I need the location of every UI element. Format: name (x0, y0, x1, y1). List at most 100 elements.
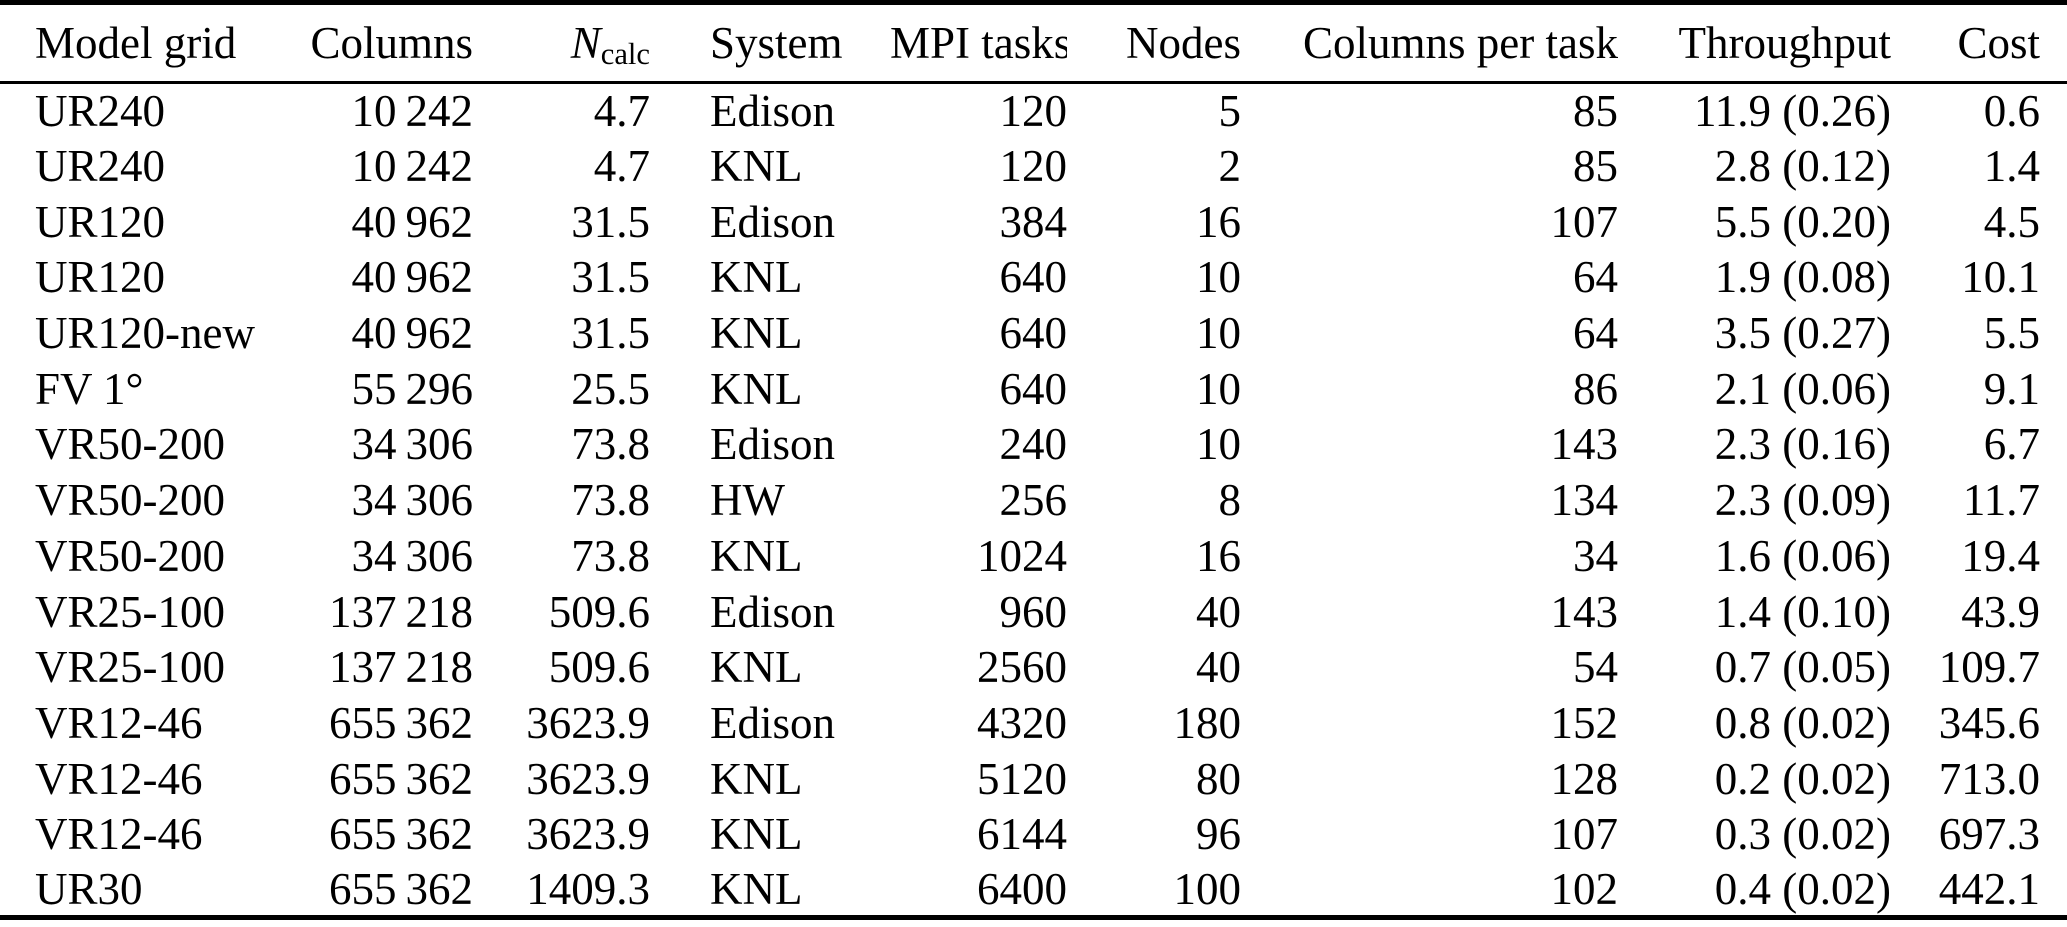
cell-model-grid: UR240 (35, 141, 166, 192)
header-model-grid: Model grid (35, 18, 237, 68)
cell-cost: 442.1 (1938, 863, 2040, 914)
cell-ncalc: 509.6 (548, 642, 650, 693)
cell-model-grid: FV 1° (35, 363, 144, 414)
cell-system: KNL (710, 308, 803, 359)
cell-system: Edison (710, 196, 836, 247)
header-mpi-tasks: MPI tasks (890, 18, 1067, 68)
cell-ncalc: 4.7 (593, 86, 650, 137)
table-row: VR50-200 34 306 73.8 Edison 240 10 143 2… (0, 417, 2067, 473)
cell-system: KNL (710, 252, 803, 303)
cell-columns-per-task: 107 (1550, 809, 1619, 860)
cell-columns: 137 218 (328, 586, 473, 637)
header-throughput: Throughput (1678, 18, 1891, 68)
cell-throughput: 2.3 (0.09) (1714, 475, 1891, 526)
cell-columns-per-task: 143 (1550, 419, 1619, 470)
cell-mpi-tasks: 640 (999, 252, 1068, 303)
table-row: VR50-200 34 306 73.8 HW 256 8 134 2.3 (0… (0, 472, 2067, 528)
cell-system: KNL (710, 141, 803, 192)
cell-columns-per-task: 86 (1573, 363, 1618, 414)
cell-system: KNL (710, 863, 803, 914)
cell-columns: 10 242 (351, 86, 473, 137)
cell-cost: 0.6 (1983, 86, 2040, 137)
cell-model-grid: VR50-200 (35, 530, 225, 581)
cell-ncalc: 1409.3 (526, 863, 650, 914)
cell-system: KNL (710, 363, 803, 414)
cell-mpi-tasks: 384 (999, 196, 1068, 247)
cell-nodes: 40 (1196, 642, 1241, 693)
cell-system: KNL (710, 642, 803, 693)
cell-model-grid: VR25-100 (35, 642, 225, 693)
cell-model-grid: UR120-new (35, 308, 255, 359)
cell-throughput: 0.3 (0.02) (1714, 809, 1891, 860)
cell-nodes: 40 (1196, 586, 1241, 637)
cell-columns: 655 362 (328, 863, 473, 914)
cell-columns-per-task: 152 (1550, 697, 1619, 748)
cell-columns-per-task: 64 (1573, 308, 1618, 359)
cell-throughput: 2.1 (0.06) (1714, 363, 1891, 414)
header-ncalc-base: N (570, 18, 601, 68)
header-columns-per-task: Columns per task (1303, 18, 1618, 68)
cell-cost: 9.1 (1983, 363, 2040, 414)
cell-nodes: 80 (1196, 753, 1241, 804)
cell-columns-per-task: 85 (1573, 86, 1618, 137)
cell-columns: 34 306 (351, 475, 473, 526)
table-row: FV 1° 55 296 25.5 KNL 640 10 86 2.1 (0.0… (0, 361, 2067, 417)
cell-system: KNL (710, 530, 803, 581)
cell-ncalc: 31.5 (571, 196, 650, 247)
cell-columns-per-task: 134 (1550, 475, 1619, 526)
cell-ncalc: 31.5 (571, 308, 650, 359)
cell-ncalc: 4.7 (593, 141, 650, 192)
table-row: VR12-46 655 362 3623.9 Edison 4320 180 1… (0, 695, 2067, 751)
cell-columns-per-task: 102 (1550, 863, 1619, 914)
cell-ncalc: 31.5 (571, 252, 650, 303)
cell-columns: 40 962 (351, 308, 473, 359)
cell-cost: 1.4 (1983, 141, 2040, 192)
cell-columns-per-task: 107 (1550, 196, 1619, 247)
cell-nodes: 10 (1196, 252, 1241, 303)
cell-throughput: 1.6 (0.06) (1714, 530, 1891, 581)
cell-throughput: 0.7 (0.05) (1714, 642, 1891, 693)
cell-throughput: 1.4 (0.10) (1714, 586, 1891, 637)
cell-system: Edison (710, 419, 836, 470)
cell-model-grid: VR12-46 (35, 697, 203, 748)
table-row: UR120 40 962 31.5 Edison 384 16 107 5.5 … (0, 194, 2067, 250)
cell-system: HW (710, 475, 785, 526)
cell-model-grid: UR120 (35, 196, 166, 247)
cell-cost: 6.7 (1983, 419, 2040, 470)
cell-ncalc: 73.8 (571, 530, 650, 581)
table-row: VR25-100 137 218 509.6 Edison 960 40 143… (0, 584, 2067, 640)
cell-model-grid: VR50-200 (35, 475, 225, 526)
cell-mpi-tasks: 256 (999, 475, 1068, 526)
cell-cost: 109.7 (1938, 642, 2040, 693)
cell-cost: 4.5 (1983, 196, 2040, 247)
header-ncalc: Ncalc (473, 3, 650, 83)
cell-columns-per-task: 54 (1573, 642, 1618, 693)
cell-cost: 43.9 (1961, 586, 2040, 637)
cell-model-grid: UR240 (35, 86, 166, 137)
table-row: UR120 40 962 31.5 KNL 640 10 64 1.9 (0.0… (0, 250, 2067, 306)
cell-mpi-tasks: 640 (999, 363, 1068, 414)
cell-nodes: 16 (1196, 196, 1241, 247)
cell-columns: 55 296 (351, 363, 473, 414)
cell-throughput: 5.5 (0.20) (1714, 196, 1891, 247)
cell-columns: 655 362 (328, 753, 473, 804)
cell-columns-per-task: 143 (1550, 586, 1619, 637)
cell-mpi-tasks: 1024 (977, 530, 1067, 581)
header-cost: Cost (1957, 18, 2040, 68)
cell-ncalc: 73.8 (571, 475, 650, 526)
cell-nodes: 96 (1196, 809, 1241, 860)
cell-columns: 655 362 (328, 809, 473, 860)
cell-nodes: 10 (1196, 308, 1241, 359)
cell-ncalc: 3623.9 (526, 753, 650, 804)
cell-ncalc: 73.8 (571, 419, 650, 470)
cell-throughput: 0.4 (0.02) (1714, 863, 1891, 914)
cell-throughput: 0.2 (0.02) (1714, 753, 1891, 804)
cell-mpi-tasks: 120 (999, 141, 1068, 192)
cell-nodes: 10 (1196, 363, 1241, 414)
cell-columns-per-task: 85 (1573, 141, 1618, 192)
cell-cost: 19.4 (1961, 530, 2040, 581)
cell-cost: 11.7 (1962, 475, 2040, 526)
cell-columns-per-task: 64 (1573, 252, 1618, 303)
cell-cost: 5.5 (1983, 308, 2040, 359)
cell-system: KNL (710, 753, 803, 804)
